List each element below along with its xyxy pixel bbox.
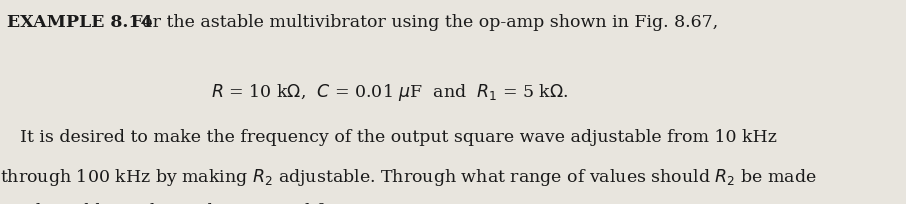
Text: $R$ = 10 k$\Omega$,  $C$ = 0.01 $\mu$F  and  $R_1$ = 5 k$\Omega$.: $R$ = 10 k$\Omega$, $C$ = 0.01 $\mu$F an… [211, 82, 568, 102]
Text: For the astable multivibrator using the op-amp shown in Fig. 8.67,: For the astable multivibrator using the … [120, 14, 718, 31]
Text: through 100 kHz by making $R_2$ adjustable. Through what range of values should : through 100 kHz by making $R_2$ adjustab… [0, 166, 817, 187]
Text: It is desired to make the frequency of the output square wave adjustable from 10: It is desired to make the frequency of t… [20, 129, 776, 145]
Text: adjustable to obtain the required frequency range?: adjustable to obtain the required freque… [20, 202, 471, 204]
Text: EXAMPLE 8.14: EXAMPLE 8.14 [7, 14, 153, 31]
